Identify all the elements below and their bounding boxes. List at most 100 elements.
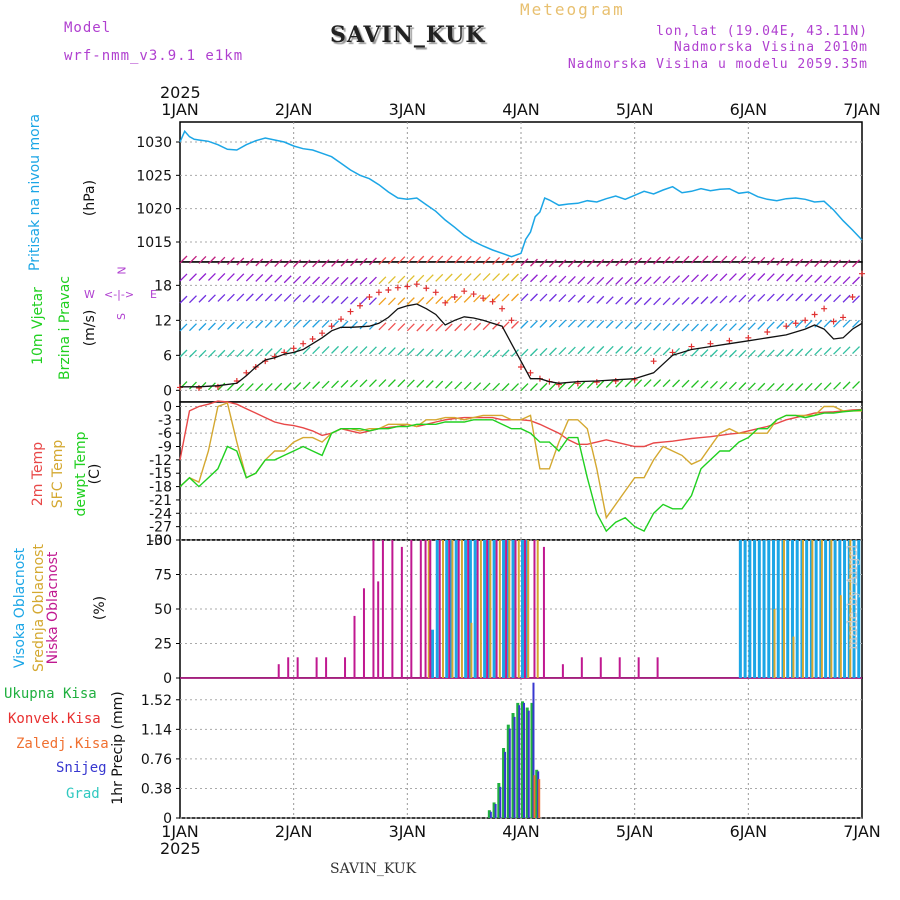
gust-marker xyxy=(300,340,307,347)
wind-barb xyxy=(520,273,529,282)
cloud-bar-srednja-oblacnost xyxy=(782,540,785,678)
gust-marker xyxy=(366,294,373,300)
wind-barb xyxy=(378,379,387,388)
wind-barb xyxy=(747,322,756,331)
wind-barb xyxy=(709,323,718,332)
date-tick-bottom: 2JAN xyxy=(275,822,313,841)
wind-barb xyxy=(482,382,491,391)
wind-barb xyxy=(397,347,406,356)
y-tick-label: 0.38 xyxy=(141,781,172,797)
gust-marker xyxy=(499,305,506,312)
wind-barb xyxy=(833,346,842,355)
wind-barb xyxy=(795,258,804,267)
wind-barb xyxy=(852,259,860,268)
wind-barb xyxy=(833,294,842,303)
wind-barb xyxy=(406,379,415,388)
gust-marker xyxy=(356,302,363,309)
wind-barb xyxy=(577,294,586,303)
precip-bar-ukupna-kisa xyxy=(521,701,524,818)
cloud-bar-visoka-oblacnost xyxy=(483,540,487,678)
wind-barb xyxy=(264,274,273,283)
wind-barb xyxy=(728,323,737,332)
wind-barb xyxy=(738,272,747,281)
wind-barb xyxy=(264,293,273,302)
wind-barb xyxy=(511,349,519,357)
wind-barb xyxy=(226,321,235,330)
wind-barb xyxy=(463,349,472,358)
gust-marker xyxy=(347,308,354,315)
wind-barb xyxy=(785,273,794,282)
wind-barb xyxy=(435,255,444,264)
wind-barb xyxy=(179,255,188,264)
cloud-bar-visoka-oblacnost xyxy=(502,540,506,678)
wind-barb xyxy=(501,383,510,391)
wind-barb xyxy=(340,379,349,388)
wind-barb xyxy=(293,319,302,328)
cloud-bar-visoka-oblacnost xyxy=(738,540,742,678)
gust-marker xyxy=(669,349,676,356)
wind-barb xyxy=(492,256,501,265)
wind-barb xyxy=(359,276,368,285)
cloud-bar-niska-oblacnost xyxy=(505,540,508,678)
cloud-bar-niska-oblacnost xyxy=(353,615,356,678)
date-tick-top: 5JAN xyxy=(616,100,654,119)
wind-barb xyxy=(596,259,605,267)
cloud-bar-srednja-oblacnost xyxy=(830,540,833,678)
precip-bar-snijeg xyxy=(523,702,525,818)
wind-barb xyxy=(226,273,235,282)
wind-barb xyxy=(198,255,207,264)
compass-cross-icon: <-|-> xyxy=(104,288,135,301)
wind-barb xyxy=(378,276,387,285)
cloud-bar-niska-oblacnost xyxy=(476,540,479,678)
gust-marker xyxy=(783,323,790,330)
y-tick-label: 1.52 xyxy=(141,693,172,709)
wind-barb xyxy=(454,349,463,358)
wind-barb xyxy=(624,379,633,388)
wind-barb xyxy=(511,383,519,392)
wind-barb xyxy=(236,257,245,266)
wind-barb xyxy=(653,276,662,285)
wind-barb xyxy=(482,294,491,303)
wind-barb xyxy=(823,294,832,302)
wind-barb xyxy=(586,295,595,304)
wind-barb xyxy=(691,348,699,357)
cloud-bar-visoka-oblacnost xyxy=(468,540,472,678)
wind-barb xyxy=(245,293,254,302)
wind-barb xyxy=(501,293,510,302)
wind-barb xyxy=(605,258,614,267)
cloud-bar-niska-oblacnost xyxy=(372,540,375,678)
wind-barb xyxy=(492,273,501,281)
wind-barb xyxy=(662,275,671,284)
cloud-bar-niska-oblacnost xyxy=(287,657,290,678)
precip-bar-ukupna-kisa xyxy=(525,707,529,818)
date-tick-top: 4JAN xyxy=(502,100,540,119)
wind-barb xyxy=(520,383,529,392)
gust-marker xyxy=(527,369,534,376)
wind-barb xyxy=(406,347,415,356)
gust-marker xyxy=(745,334,752,341)
wind-barb xyxy=(577,259,586,268)
wind-barb xyxy=(406,323,415,332)
wind-barb xyxy=(624,296,633,305)
wind-barb xyxy=(852,295,860,304)
precip-bar-snijeg xyxy=(532,682,535,818)
wind-barb xyxy=(804,319,813,328)
wind-barb xyxy=(842,294,851,303)
wind-barb xyxy=(482,272,491,281)
wind-barb xyxy=(643,257,652,266)
gust-marker xyxy=(688,343,695,350)
wind-barb xyxy=(207,294,216,303)
wind-barb xyxy=(189,323,197,332)
wind-barb xyxy=(548,275,557,284)
wind-barb xyxy=(738,382,747,391)
cloud-bar-srednja-oblacnost xyxy=(441,540,444,678)
wind-barb xyxy=(378,322,387,331)
y-tick-label: -18 xyxy=(149,480,172,496)
wind-barb xyxy=(728,349,737,358)
cloud-bar-visoka-oblacnost xyxy=(435,540,439,678)
cloud-bar-visoka-oblacnost xyxy=(492,540,496,678)
wind-barb xyxy=(312,381,321,390)
gust-marker xyxy=(214,383,221,390)
wind-barb xyxy=(416,323,425,332)
